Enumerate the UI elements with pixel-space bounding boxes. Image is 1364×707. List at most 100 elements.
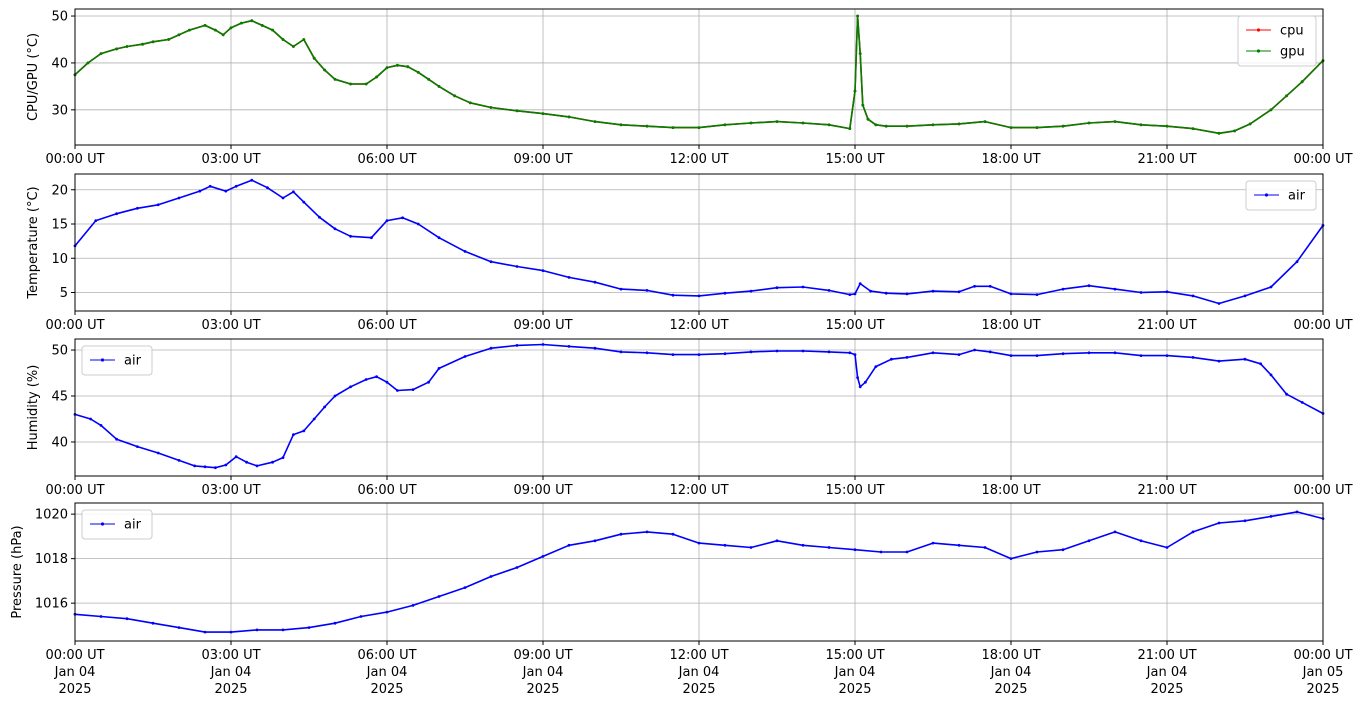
data-point	[905, 124, 909, 128]
x-tick-label-0000: 00:00 UT	[45, 483, 104, 498]
y-tick-label: 50	[51, 344, 68, 359]
data-point	[406, 65, 410, 69]
data-point	[188, 28, 191, 32]
data-point	[302, 429, 306, 433]
data-point	[973, 284, 976, 288]
data-point	[234, 455, 238, 459]
data-point	[645, 530, 649, 534]
x-tick-label-0300: 03:00 UT	[201, 152, 260, 167]
data-point	[645, 289, 649, 292]
data-point	[869, 289, 872, 293]
data-point	[856, 376, 859, 379]
data-point	[515, 265, 519, 268]
data-point	[396, 63, 399, 67]
data-point	[723, 123, 727, 127]
data-point	[567, 543, 571, 547]
data-point	[515, 566, 519, 569]
data-point	[749, 289, 753, 293]
series-gpu	[73, 14, 1325, 135]
data-point	[697, 126, 701, 129]
data-point	[318, 215, 321, 219]
data-point	[437, 595, 441, 598]
data-point	[827, 123, 831, 127]
data-point	[905, 356, 909, 359]
data-point	[541, 112, 545, 115]
data-point	[198, 189, 202, 193]
data-point	[775, 120, 779, 123]
data-point	[177, 196, 181, 200]
data-point	[827, 546, 831, 549]
x-tick-label-0600: 06:00 UT Jan 04 2025	[357, 648, 416, 697]
data-point	[671, 532, 675, 536]
data-point	[250, 178, 254, 182]
data-point	[1285, 392, 1288, 396]
data-point	[266, 186, 269, 190]
data-point	[385, 610, 389, 614]
data-point	[349, 82, 352, 86]
data-point	[723, 352, 727, 356]
data-point	[858, 385, 862, 389]
data-point	[125, 617, 129, 621]
x-tick-label-0000: 00:00 UT Jan 04 2025	[45, 648, 104, 697]
data-point	[905, 550, 909, 554]
data-point	[1243, 294, 1247, 298]
data-point	[848, 293, 852, 296]
data-point	[567, 345, 571, 348]
data-point	[1165, 546, 1169, 549]
data-point	[323, 68, 326, 72]
data-point	[359, 615, 363, 618]
x-tick-label-0000: 00:00 UT	[45, 318, 104, 333]
data-point	[619, 350, 623, 354]
y-axis-label: Temperature (°C)	[26, 186, 41, 299]
data-point	[463, 586, 467, 589]
data-point	[567, 276, 571, 279]
data-point	[281, 628, 285, 632]
data-point	[749, 121, 753, 125]
x-tick-label-1500: 15:00 UT	[825, 483, 884, 498]
data-point	[931, 541, 935, 545]
data-point	[489, 575, 493, 578]
data-point	[541, 555, 545, 558]
data-point	[99, 424, 103, 427]
data-point	[312, 417, 316, 421]
data-point	[931, 289, 935, 293]
data-point	[864, 380, 867, 384]
series-air	[73, 510, 1325, 634]
data-point	[333, 394, 337, 398]
legend-label-air: air	[1288, 189, 1306, 204]
data-point	[1061, 287, 1065, 291]
y-tick-label: 40	[51, 56, 68, 71]
data-point	[671, 126, 675, 129]
legend-box	[81, 509, 153, 540]
data-point	[567, 115, 571, 119]
legend-label-air: air	[124, 354, 142, 369]
data-point	[801, 285, 805, 289]
x-tick-label-0600: 06:00 UT	[357, 483, 416, 498]
data-point	[973, 348, 976, 352]
data-point	[1113, 287, 1117, 291]
data-point	[416, 222, 420, 226]
legend-box	[1245, 180, 1317, 211]
data-point	[333, 227, 337, 231]
data-point	[874, 365, 878, 368]
data-point	[1269, 515, 1273, 518]
data-point	[905, 292, 909, 296]
data-point	[866, 117, 870, 121]
data-point	[1243, 519, 1247, 523]
data-point	[1217, 302, 1221, 305]
data-point	[1035, 550, 1039, 554]
x-tick-label-2100: 21:00 UT	[1137, 152, 1196, 167]
data-point	[1300, 80, 1304, 84]
legend-marker	[100, 522, 105, 526]
data-point	[427, 77, 430, 81]
x-tick-label-1200: 12:00 UT	[669, 318, 728, 333]
data-point	[177, 459, 181, 462]
y-tick-label: 1020	[35, 508, 68, 523]
x-tick-label-2400: 00:00 UT Jan 05 2025	[1293, 648, 1352, 697]
data-point	[853, 89, 857, 93]
legend-marker	[1264, 193, 1269, 197]
data-point	[1087, 121, 1091, 125]
data-point	[1139, 123, 1143, 127]
data-point	[801, 543, 805, 547]
data-point	[453, 94, 456, 98]
